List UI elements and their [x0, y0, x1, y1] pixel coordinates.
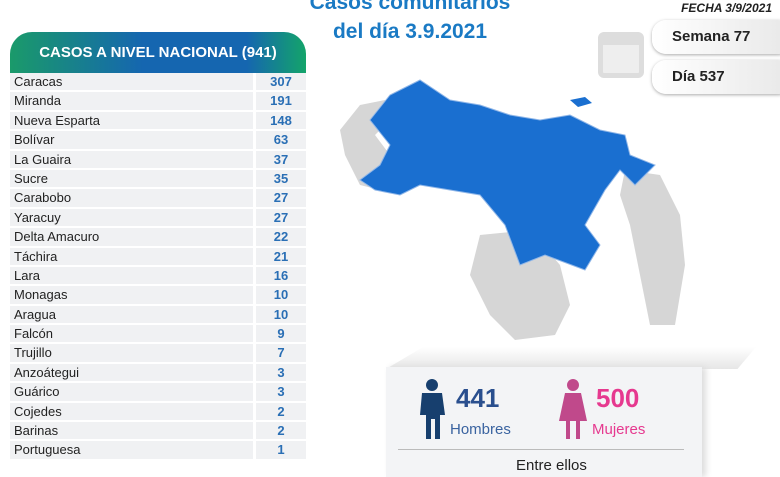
state-name: Monagas [10, 286, 253, 304]
map-region-gray-south [470, 230, 570, 340]
table-row: Barinas 2 [10, 422, 306, 442]
case-count: 16 [256, 266, 306, 285]
state-name: Anzoátegui [10, 363, 253, 382]
table-row: La Guaira 37 [10, 150, 306, 170]
divider [398, 449, 684, 450]
margarita-island [570, 97, 592, 107]
table-row: Cojedes 2 [10, 402, 306, 423]
case-count: 9 [256, 325, 306, 343]
map-region-gray-east [620, 170, 685, 325]
state-name: Cojedes [10, 402, 253, 421]
man-icon [420, 379, 445, 439]
case-count: 2 [256, 422, 306, 440]
table-header: CASOS A NIVEL NACIONAL (941) [10, 32, 306, 73]
state-name: Táchira [10, 247, 253, 265]
table-row: Delta Amacuro 22 [10, 228, 306, 248]
table-row: Miranda 191 [10, 92, 306, 112]
state-name: Miranda [10, 92, 253, 110]
state-name: Guárico [10, 383, 253, 401]
case-count: 27 [256, 189, 306, 207]
table-row: Nueva Esparta 148 [10, 111, 306, 132]
table-row: Caracas 307 [10, 73, 306, 93]
table-row: Monagas 10 [10, 286, 306, 306]
state-name: Aragua [10, 305, 253, 324]
women-count: 500 [596, 383, 640, 413]
entre-ellos-label: Entre ellos [516, 457, 587, 474]
case-count: 2 [256, 402, 306, 421]
state-name: Carabobo [10, 189, 253, 207]
venezuela-map [340, 79, 685, 340]
state-name: Portuguesa [10, 441, 253, 459]
state-name: Bolívar [10, 131, 253, 149]
case-count: 10 [256, 286, 306, 304]
calendar-icon [598, 32, 644, 78]
table-row: Portuguesa 1 [10, 441, 306, 461]
case-count: 35 [256, 169, 306, 188]
case-count: 22 [256, 228, 306, 246]
case-count: 21 [256, 247, 306, 265]
page-title: Casos comunitarios del día 3.9.2021 [260, 0, 560, 46]
state-name: Trujillo [10, 344, 253, 362]
title-line-1: Casos comunitarios [309, 0, 511, 14]
date-label: FECHA 3/9/2021 [681, 1, 772, 15]
table-row: Anzoátegui 3 [10, 363, 306, 384]
table-row: Táchira 21 [10, 247, 306, 267]
case-count: 37 [256, 150, 306, 168]
table-row: Guárico 3 [10, 383, 306, 403]
table-row: Falcón 9 [10, 325, 306, 345]
state-name: Caracas [10, 73, 253, 91]
table-row: Sucre 35 [10, 169, 306, 190]
state-name: Barinas [10, 422, 253, 440]
woman-icon [559, 379, 587, 439]
case-count: 63 [256, 131, 306, 149]
state-name: Delta Amacuro [10, 228, 253, 246]
table-row: Bolívar 63 [10, 131, 306, 151]
case-count: 1 [256, 441, 306, 459]
men-label: Hombres [450, 421, 511, 438]
state-name: Yaracuy [10, 208, 253, 227]
table-row: Trujillo 7 [10, 344, 306, 364]
state-name: Nueva Esparta [10, 111, 253, 130]
table-row: Lara 16 [10, 266, 306, 287]
table-row: Aragua 10 [10, 305, 306, 326]
case-count: 191 [256, 92, 306, 110]
box-shadow-top [386, 347, 756, 369]
case-count: 307 [256, 73, 306, 91]
week-badge: Semana 77 [652, 20, 780, 54]
case-count: 7 [256, 344, 306, 362]
table-row: Carabobo 27 [10, 189, 306, 209]
case-count: 3 [256, 363, 306, 382]
table-row: Yaracuy 27 [10, 208, 306, 229]
state-name: Lara [10, 266, 253, 285]
title-line-2: del día 3.9.2021 [332, 20, 488, 43]
state-name: Sucre [10, 169, 253, 188]
women-label: Mujeres [592, 421, 646, 438]
state-name: La Guaira [10, 150, 253, 168]
state-name: Falcón [10, 325, 253, 343]
map-region-blue [359, 79, 656, 271]
case-count: 10 [256, 305, 306, 324]
case-count: 27 [256, 208, 306, 227]
day-badge: Día 537 [652, 60, 780, 94]
men-count: 441 [456, 383, 500, 413]
case-count: 3 [256, 383, 306, 401]
gender-panel: 441 Hombres 500 Mujeres Entre ellos [386, 367, 702, 477]
case-count: 148 [256, 111, 306, 130]
cases-table: CASOS A NIVEL NACIONAL (941) Caracas 307 M… [10, 32, 306, 461]
